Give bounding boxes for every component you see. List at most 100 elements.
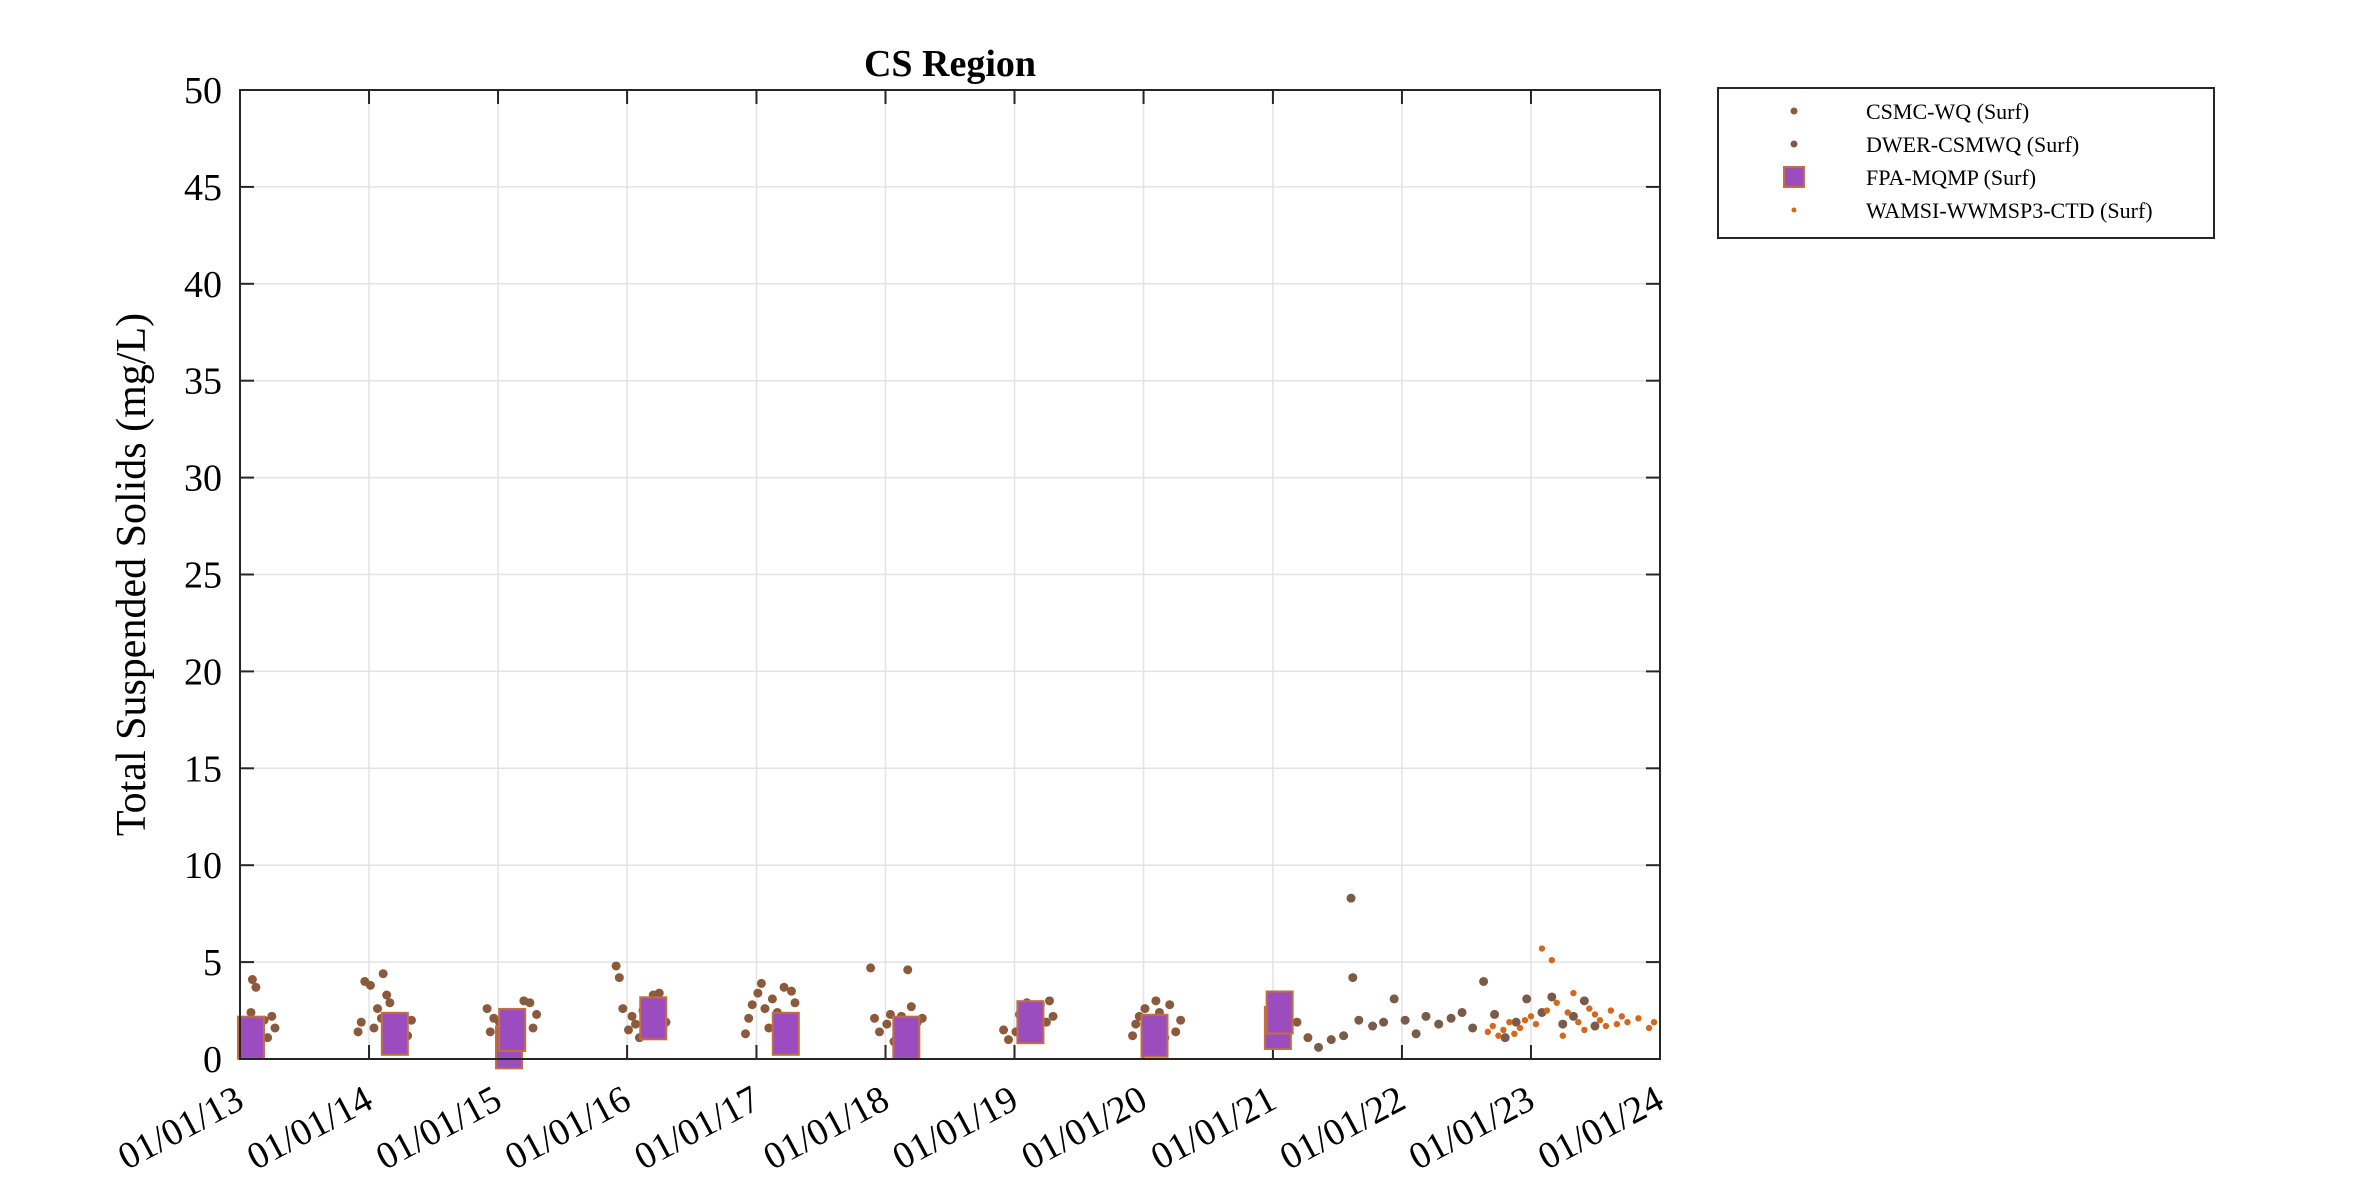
- data-point: [1292, 1017, 1302, 1027]
- data-point: [1389, 994, 1399, 1004]
- data-point: [1048, 1011, 1058, 1021]
- legend-entry-label: FPA-MQMP (Surf): [1866, 165, 2036, 190]
- legend-box: [1717, 87, 2215, 239]
- data-point: [1479, 976, 1489, 986]
- grid: [240, 90, 1660, 1059]
- data-point: [790, 998, 800, 1008]
- data-point: [1421, 1011, 1431, 1021]
- data-point: [1411, 1029, 1421, 1039]
- data-point: [999, 1025, 1009, 1035]
- y-tick-label: 15: [184, 748, 222, 790]
- data-point: [1522, 994, 1532, 1004]
- data-point: [874, 1027, 884, 1037]
- data-point: [1579, 996, 1589, 1006]
- data-point: [1527, 1013, 1535, 1020]
- data-point: [1581, 1026, 1588, 1034]
- data-point: [1516, 1024, 1524, 1032]
- data-point: [1511, 1017, 1521, 1027]
- data-point: [747, 1000, 757, 1010]
- data-point: [882, 1019, 892, 1029]
- data-point: [378, 969, 388, 979]
- data-point: [1559, 1032, 1566, 1039]
- legend-marker-square: [1783, 166, 1805, 188]
- data-point: [1339, 1031, 1349, 1041]
- data-point: [1495, 1032, 1502, 1039]
- series-group: [1314, 893, 1600, 1052]
- data-point: [866, 963, 876, 973]
- data-point: [1489, 1022, 1496, 1030]
- data-point: [1446, 1013, 1456, 1023]
- data-point: [525, 998, 535, 1008]
- data-point: [1635, 1015, 1642, 1022]
- data-point: [1500, 1033, 1510, 1043]
- data-point: [1140, 1004, 1150, 1014]
- data-point: [1128, 1031, 1138, 1041]
- data-point: [1045, 996, 1055, 1006]
- legend-entry-label: WAMSI-WWMSP3-CTD (Surf): [1866, 198, 2153, 223]
- data-point: [631, 1019, 641, 1029]
- data-point: [1379, 1017, 1389, 1027]
- data-point: [1303, 1033, 1313, 1043]
- chart-title: CS Region: [864, 43, 1036, 85]
- data-point: [1575, 1018, 1582, 1026]
- data-point: [1613, 1020, 1621, 1028]
- data-point: [1591, 1011, 1599, 1018]
- data-point: [1457, 1007, 1467, 1017]
- data-point-square: [1265, 990, 1294, 1035]
- data-point: [369, 1023, 379, 1033]
- data-point: [1484, 1028, 1492, 1036]
- data-point: [353, 1027, 363, 1037]
- data-point: [1348, 973, 1358, 983]
- data-point: [1590, 1021, 1600, 1031]
- data-point: [744, 1013, 754, 1023]
- data-point: [1586, 1005, 1593, 1012]
- data-point: [482, 1004, 492, 1014]
- series-group: [1484, 945, 1658, 1039]
- data-point: [623, 1025, 633, 1035]
- data-point: [618, 1004, 628, 1014]
- legend-marker: [1790, 107, 1798, 115]
- y-tick-label: 40: [184, 264, 222, 306]
- legend-entry-label: CSMC-WQ (Surf): [1866, 99, 2029, 124]
- y-tick-label: 35: [184, 361, 222, 403]
- data-point: [365, 980, 375, 990]
- data-point: [1434, 1019, 1444, 1029]
- data-point: [1511, 1030, 1518, 1038]
- data-point: [1521, 1017, 1529, 1024]
- data-point: [246, 1007, 256, 1017]
- data-point-square: [236, 1015, 265, 1060]
- data-point: [1314, 1042, 1324, 1052]
- data-point: [1400, 1015, 1410, 1025]
- data-point: [1650, 1018, 1658, 1026]
- data-point: [1326, 1035, 1336, 1045]
- data-point: [627, 1011, 637, 1021]
- data-point: [247, 975, 257, 985]
- data-point: [1346, 893, 1356, 903]
- data-point: [1171, 1027, 1181, 1037]
- data-point: [1368, 1021, 1378, 1031]
- legend-marker: [1791, 207, 1797, 213]
- data-point: [1564, 1009, 1571, 1016]
- data-point: [1538, 945, 1546, 952]
- data-point: [1645, 1024, 1653, 1032]
- data-point: [870, 1013, 880, 1023]
- data-point: [356, 1017, 366, 1027]
- data-point-square: [380, 1011, 409, 1056]
- data-point-square: [1016, 1000, 1045, 1045]
- data-point: [756, 978, 766, 988]
- y-tick-label: 10: [184, 845, 222, 887]
- data-point: [1607, 1007, 1615, 1014]
- data-point: [614, 973, 624, 983]
- data-point: [1547, 992, 1557, 1002]
- data-point-square: [1140, 1013, 1169, 1058]
- plot-area-frame: [239, 89, 1661, 1060]
- data-point: [1004, 1035, 1014, 1045]
- data-point: [385, 998, 395, 1008]
- data-point: [1532, 1020, 1540, 1028]
- data-point: [1176, 1015, 1186, 1025]
- data-point: [753, 988, 763, 998]
- data-point: [903, 965, 913, 975]
- data-point: [764, 1023, 774, 1033]
- data-point-square: [771, 1011, 800, 1056]
